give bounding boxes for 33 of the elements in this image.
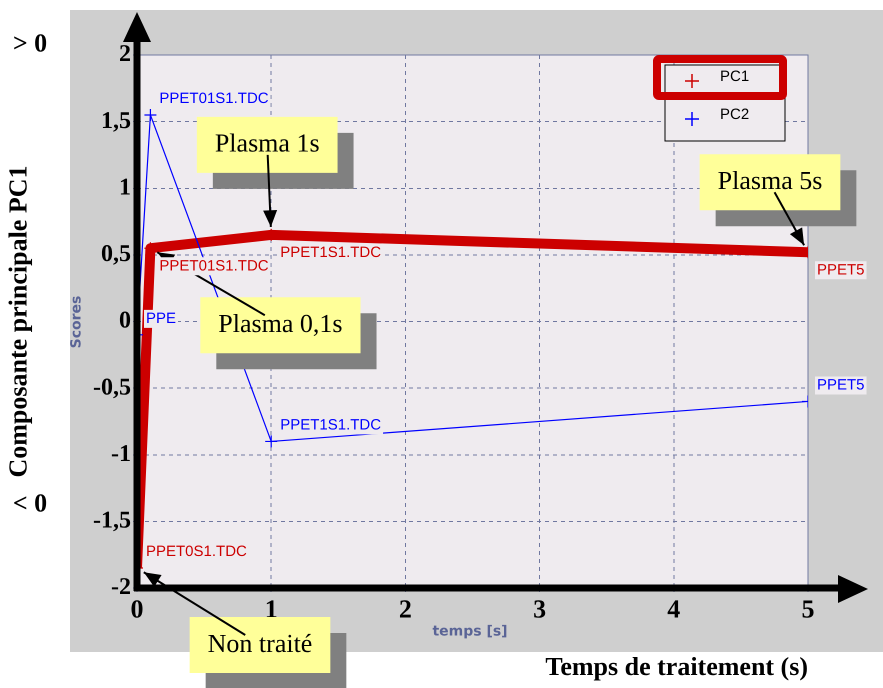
data-label: PPET1S1.TDC — [280, 244, 382, 262]
annotation: Plasma 0,1s — [218, 309, 343, 338]
x-tick-label: 4 — [667, 594, 680, 624]
y-tick-label: -0,5 — [93, 374, 131, 400]
text: > 0 — [12, 28, 48, 58]
y-tick-label: -2 — [111, 574, 131, 600]
y-tick-label: -1 — [111, 440, 131, 467]
text: < 0 — [12, 488, 48, 518]
y-tick-label: 0,5 — [101, 241, 131, 268]
text: temps [s] — [432, 624, 508, 640]
data-label: PPET01S1.TDC — [159, 90, 269, 108]
y-tick-label: 0 — [119, 308, 131, 334]
data-label: PPET01S1.TDC — [159, 257, 269, 274]
x-axis-title: Temps de traitement (s) — [545, 652, 808, 682]
text: Scores — [68, 296, 85, 348]
y-tick-label: -1,5 — [93, 508, 131, 534]
y-tick-label: 1,5 — [101, 108, 131, 134]
data-label: PPET0S1.TDC — [146, 543, 248, 560]
annotation: Non traité — [208, 628, 312, 658]
x-tick-label: 3 — [533, 594, 546, 624]
data-label: PPET5 — [817, 261, 865, 278]
y-tick-label: 2 — [119, 41, 131, 68]
legend-label: PC2 — [720, 106, 750, 123]
y-tick-label: 1 — [119, 174, 131, 200]
x-tick-label: 2 — [398, 594, 412, 624]
data-label: PPET5 — [817, 376, 865, 394]
y-axis-title: Composante principale PC1 — [3, 166, 32, 478]
data-label: PPE — [146, 310, 176, 327]
data-label: PPET1S1.TDC — [280, 416, 382, 434]
annotation: Plasma 5s — [718, 166, 822, 196]
legend-label: PC1 — [720, 68, 750, 85]
annotation: Plasma 1s — [214, 128, 320, 158]
x-tick-label: 5 — [802, 594, 814, 624]
